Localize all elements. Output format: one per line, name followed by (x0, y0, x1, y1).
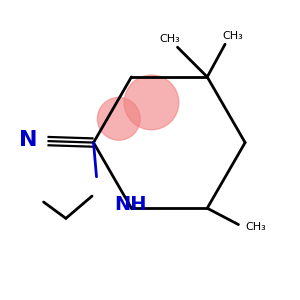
Circle shape (98, 98, 140, 140)
Text: CH₃: CH₃ (160, 34, 180, 44)
Circle shape (124, 75, 179, 130)
Text: NH: NH (114, 195, 147, 214)
Text: CH₃: CH₃ (246, 222, 267, 232)
Text: N: N (19, 130, 38, 150)
Text: CH₃: CH₃ (222, 31, 243, 41)
